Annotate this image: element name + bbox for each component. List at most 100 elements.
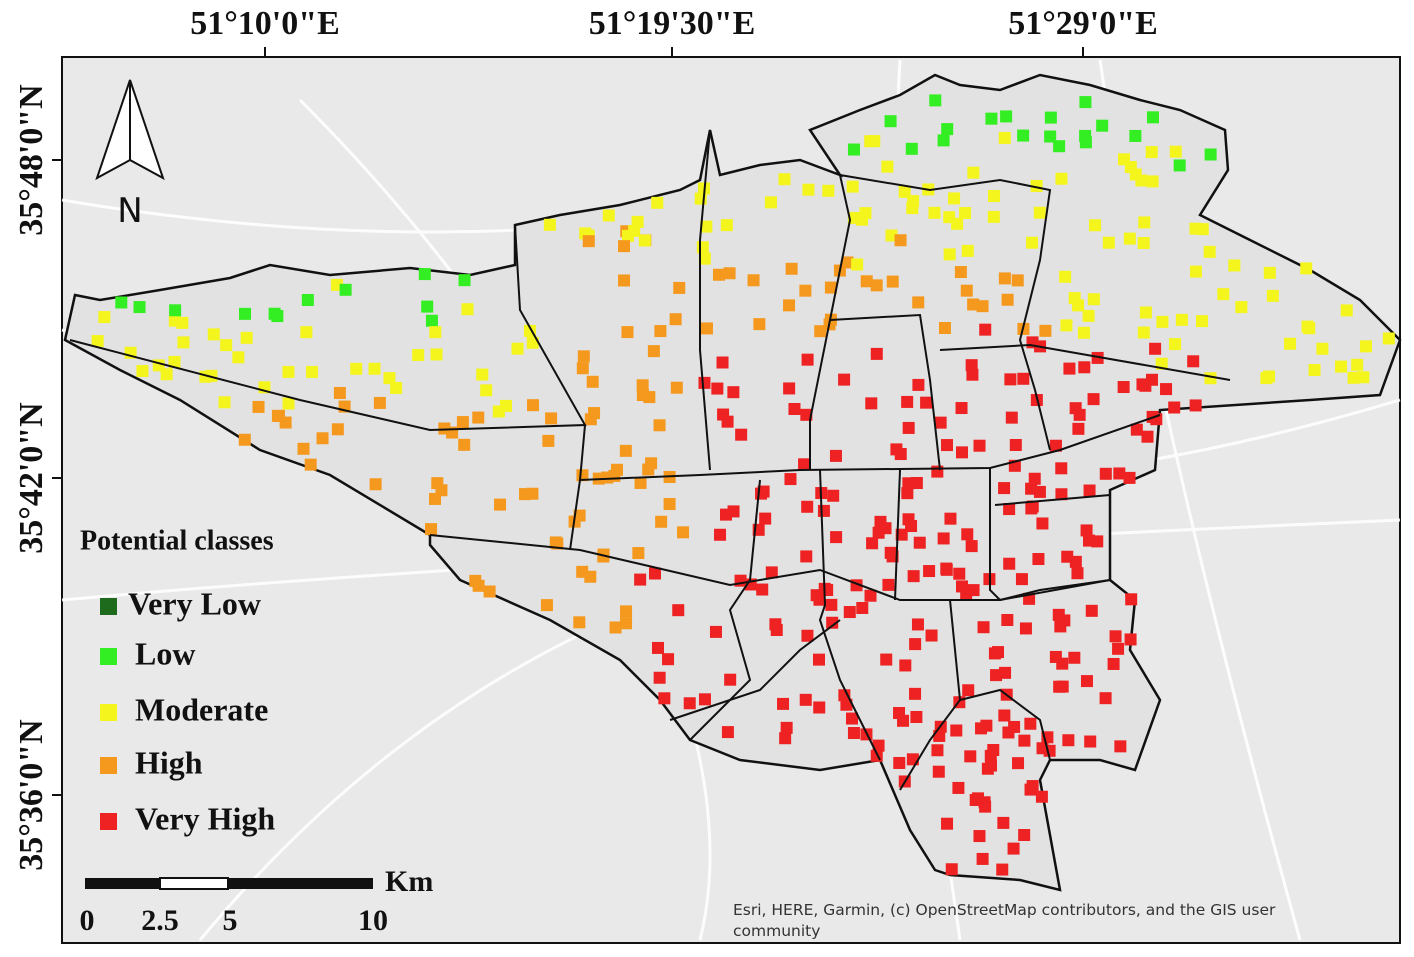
site-marker	[884, 546, 897, 559]
site-marker	[830, 531, 843, 544]
site-marker	[133, 301, 146, 314]
site-marker	[893, 756, 906, 769]
site-marker	[651, 641, 664, 654]
site-marker	[1217, 288, 1230, 301]
site-marker	[824, 281, 837, 294]
site-marker	[813, 701, 826, 714]
site-marker	[1080, 675, 1093, 688]
site-marker	[1137, 237, 1150, 250]
site-marker	[425, 314, 438, 327]
site-marker	[239, 307, 252, 320]
site-marker	[856, 601, 869, 614]
site-marker	[1049, 650, 1062, 663]
site-marker	[954, 266, 967, 279]
legend-swatch	[100, 813, 117, 830]
site-marker	[747, 274, 760, 287]
site-marker	[1203, 245, 1216, 258]
site-marker	[1340, 304, 1353, 317]
site-marker	[672, 604, 685, 617]
site-marker	[1072, 422, 1085, 435]
site-marker	[1024, 783, 1037, 796]
site-marker	[937, 134, 950, 147]
scale-unit: Km	[385, 865, 433, 898]
site-marker	[1175, 313, 1188, 326]
site-marker	[1266, 289, 1279, 302]
site-marker	[843, 606, 856, 619]
site-marker	[1079, 96, 1092, 109]
site-marker	[1129, 129, 1142, 142]
site-marker	[1032, 553, 1045, 566]
site-marker	[1033, 206, 1046, 219]
latitude-label: 35°42'0"N	[13, 402, 50, 554]
site-marker	[1109, 630, 1122, 643]
site-marker	[1124, 161, 1137, 174]
legend-label: Very High	[135, 800, 275, 836]
site-marker	[1125, 593, 1138, 606]
site-marker	[331, 423, 344, 436]
site-marker	[996, 863, 1009, 876]
site-marker	[906, 753, 919, 766]
site-marker	[777, 697, 790, 710]
site-marker	[1007, 842, 1020, 855]
site-marker	[894, 234, 907, 247]
site-marker	[205, 369, 218, 382]
site-marker	[634, 476, 647, 489]
site-marker	[1026, 236, 1039, 249]
site-marker	[654, 325, 667, 338]
site-marker	[944, 512, 957, 525]
site-marker	[91, 335, 104, 348]
site-marker	[1030, 179, 1043, 192]
site-marker	[937, 532, 950, 545]
site-marker	[271, 409, 284, 422]
site-marker	[301, 293, 314, 306]
site-marker	[1099, 692, 1112, 705]
site-marker	[421, 300, 434, 313]
site-marker	[931, 465, 944, 478]
site-marker	[998, 709, 1011, 722]
site-marker	[1263, 266, 1276, 279]
site-marker	[991, 646, 1004, 659]
site-marker	[920, 396, 933, 409]
site-marker	[1003, 557, 1016, 570]
site-marker	[1156, 315, 1169, 328]
site-marker	[632, 547, 645, 560]
site-marker	[962, 684, 975, 697]
site-marker	[1060, 319, 1073, 332]
site-marker	[753, 318, 766, 331]
site-marker	[1063, 362, 1076, 375]
site-marker	[316, 432, 329, 445]
site-marker	[905, 142, 918, 155]
site-marker	[435, 484, 448, 497]
site-marker	[1077, 326, 1090, 339]
site-marker	[669, 313, 682, 326]
site-marker	[1351, 358, 1364, 371]
site-marker	[271, 310, 284, 323]
site-marker	[847, 143, 860, 156]
site-marker	[814, 325, 827, 338]
site-marker	[1138, 216, 1151, 229]
site-marker	[1055, 172, 1068, 185]
site-marker	[698, 376, 711, 389]
site-marker	[1044, 130, 1057, 143]
site-marker	[800, 408, 813, 421]
site-marker	[765, 566, 778, 579]
site-marker	[769, 618, 782, 631]
site-marker	[1000, 110, 1013, 123]
site-marker	[1149, 342, 1162, 355]
site-marker	[700, 220, 713, 233]
site-marker	[1284, 337, 1297, 350]
site-marker	[543, 218, 556, 231]
site-marker	[826, 616, 839, 629]
site-marker	[941, 817, 954, 830]
site-marker	[1301, 320, 1314, 333]
site-marker	[979, 323, 992, 336]
scale-label: 10	[358, 904, 388, 937]
site-marker	[952, 781, 965, 794]
site-marker	[527, 399, 540, 412]
site-marker	[582, 235, 595, 248]
site-marker	[829, 449, 842, 462]
site-marker	[476, 368, 489, 381]
site-marker	[755, 487, 768, 500]
site-marker	[620, 617, 633, 630]
site-marker	[545, 412, 558, 425]
